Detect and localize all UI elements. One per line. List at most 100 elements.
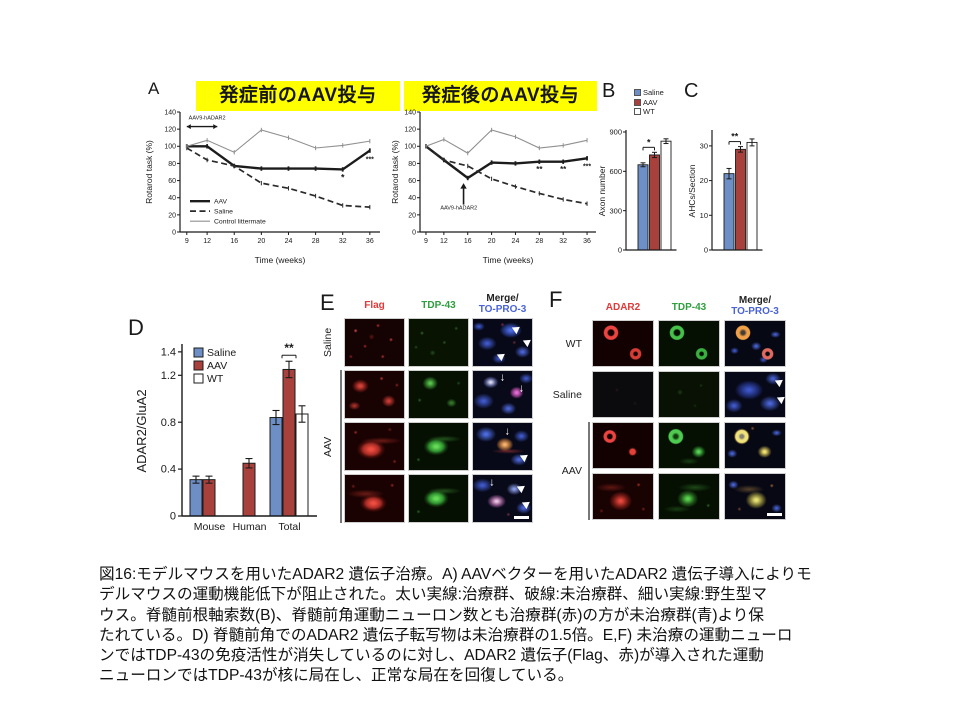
svg-text:20: 20 <box>168 212 176 219</box>
group-bracket <box>588 422 590 520</box>
rotarod-chart-post-onset: 0 20 40 60 80 100 120 140 9 12 16 20 24 28 32 36 Time (w… <box>390 109 596 265</box>
svg-text:**: ** <box>731 132 739 142</box>
row-label-aav: AAV <box>561 465 582 477</box>
micrograph-cell <box>592 371 654 418</box>
arrowhead-mark <box>515 483 526 494</box>
micrograph-cell <box>408 422 469 471</box>
micrograph-cell <box>344 474 405 523</box>
micrograph-cell <box>344 318 405 367</box>
svg-text:16: 16 <box>230 238 238 245</box>
micrograph-grid-e: Flag TDP-43 Merge/TO-PRO-3 ↓ ↓ ↓ ↓ Saline AAV <box>318 290 543 532</box>
legend-swatch-wt <box>634 108 641 116</box>
arrowhead-mark <box>520 499 530 510</box>
column-header-adar2: ADAR2 <box>605 302 641 313</box>
svg-text:60: 60 <box>408 178 416 185</box>
svg-text:30: 30 <box>700 141 708 150</box>
arrow-mark: ↓ <box>518 382 525 395</box>
caption-line: 図16:モデルマウスを用いたADAR2 遺伝子治療。A) AAVベクターを用いた… <box>99 566 812 583</box>
svg-text:WT: WT <box>207 373 224 385</box>
svg-text:36: 36 <box>366 238 374 245</box>
svg-text:**: ** <box>536 165 543 174</box>
arrowhead-mark <box>517 451 528 462</box>
svg-text:20: 20 <box>488 238 496 245</box>
caption-line: たれている。D) 脊髄前角でのADAR2 遺伝子転写物は未治療群の1.5倍。E,… <box>99 626 793 644</box>
micrograph-cell <box>724 473 786 520</box>
caption-line: ンではTDP-43の免疫活性が消失しているのに対し、ADAR2 遺伝子(Flag… <box>99 647 764 665</box>
svg-text:20: 20 <box>408 212 416 219</box>
legend-label: Saline <box>643 88 664 97</box>
micrograph-cell <box>724 371 786 418</box>
svg-text:***: *** <box>583 164 591 171</box>
svg-text:Saline: Saline <box>207 347 236 359</box>
svg-text:36: 36 <box>583 238 591 245</box>
svg-text:0: 0 <box>412 229 416 236</box>
svg-text:0: 0 <box>170 511 176 523</box>
legend-label: WT <box>643 107 655 116</box>
panel-label-e: E <box>320 290 335 315</box>
micrograph-cell <box>724 320 786 367</box>
adar2-glua2-bar-chart: 0 0.4 0.8 1.2 1.4 ADAR2/GluA2 Mouse Human Total *… <box>134 341 317 533</box>
svg-text:140: 140 <box>164 109 176 116</box>
panel-label-b: B <box>602 80 616 102</box>
svg-text:*: * <box>647 137 651 147</box>
panel-label-a: A <box>148 79 160 98</box>
column-header-merge: Merge/TO-PRO-3 <box>731 295 779 317</box>
svg-text:0: 0 <box>172 229 176 236</box>
svg-text:Axon number: Axon number <box>597 166 607 217</box>
svg-text:28: 28 <box>535 238 543 245</box>
figure-caption: 図16:モデルマウスを用いたADAR2 遺伝子治療。A) AAVベクターを用いた… <box>99 565 877 687</box>
arrowhead-mark <box>521 336 531 347</box>
svg-text:24: 24 <box>285 238 293 245</box>
arrow-mark: ↓ <box>504 425 510 438</box>
ahcs-per-section-bar-chart: 0 10 20 30 AHCs/Section ** <box>687 130 763 255</box>
micrograph-grid-f: ADAR2 TDP-43 Merge/TO-PRO-3 WT Saline AAV <box>548 286 790 528</box>
micrograph-cell <box>592 320 654 367</box>
micrograph-cell <box>592 473 654 520</box>
svg-text:*: * <box>341 173 345 183</box>
svg-text:24: 24 <box>512 238 520 245</box>
svg-text:12: 12 <box>203 238 211 245</box>
svg-text:AHCs/Section: AHCs/Section <box>687 164 697 217</box>
arrow-mark: ↓ <box>489 476 495 489</box>
svg-text:Rotarod task (%): Rotarod task (%) <box>390 140 400 204</box>
svg-text:300: 300 <box>609 206 622 215</box>
svg-text:32: 32 <box>559 238 567 245</box>
svg-text:0: 0 <box>618 246 622 255</box>
svg-text:10: 10 <box>700 211 708 220</box>
micrograph-cell <box>408 474 469 523</box>
micrograph-cell <box>658 371 720 418</box>
micrograph-cell: ↓ <box>472 474 533 523</box>
svg-text:120: 120 <box>404 127 416 134</box>
micrograph-cell <box>344 422 405 471</box>
svg-text:AAV: AAV <box>214 198 228 205</box>
svg-text:Time (weeks): Time (weeks) <box>483 255 534 265</box>
micrograph-cell <box>658 320 720 367</box>
panel-label-d: D <box>128 315 144 340</box>
rotarod-chart-pre-onset: 0 20 40 60 80 100 120 140 9 12 16 20 24 28 32 36 Time (w… <box>144 109 380 265</box>
svg-text:ADAR2/GluA2: ADAR2/GluA2 <box>134 389 149 472</box>
legend-item: Saline <box>634 88 664 98</box>
axon-number-bar-chart: 0 300 600 900 Axon number * <box>597 128 677 255</box>
micrograph-cell <box>592 422 654 469</box>
svg-text:AAV9-hADAR2: AAV9-hADAR2 <box>189 116 226 122</box>
column-header-tdp43: TDP-43 <box>671 302 707 313</box>
svg-text:20: 20 <box>257 238 265 245</box>
svg-text:Human: Human <box>233 521 267 533</box>
micrograph-cell: ↓ ↓ <box>472 370 533 419</box>
svg-text:9: 9 <box>185 238 189 245</box>
arrowhead-mark <box>510 324 521 335</box>
row-label-wt: WT <box>565 337 582 350</box>
svg-text:Mouse: Mouse <box>194 521 226 533</box>
group-bracket <box>340 370 342 523</box>
svg-text:100: 100 <box>404 144 416 151</box>
svg-text:Time (weeks): Time (weeks) <box>255 255 306 265</box>
legend-swatch-aav <box>634 98 641 106</box>
caption-line: ニューロンではTDP-43が核に局在し、正常な局在を回復している。 <box>99 667 574 685</box>
caption-line: デルマウスの運動機能低下が阻止された。太い実線:治療群、破線:未治療群、細い実線… <box>99 586 767 604</box>
svg-text:80: 80 <box>168 161 176 168</box>
svg-text:32: 32 <box>339 238 347 245</box>
svg-text:140: 140 <box>404 109 416 116</box>
svg-text:9: 9 <box>424 238 428 245</box>
micrograph-cell <box>658 473 720 520</box>
svg-text:0.4: 0.4 <box>161 464 176 476</box>
